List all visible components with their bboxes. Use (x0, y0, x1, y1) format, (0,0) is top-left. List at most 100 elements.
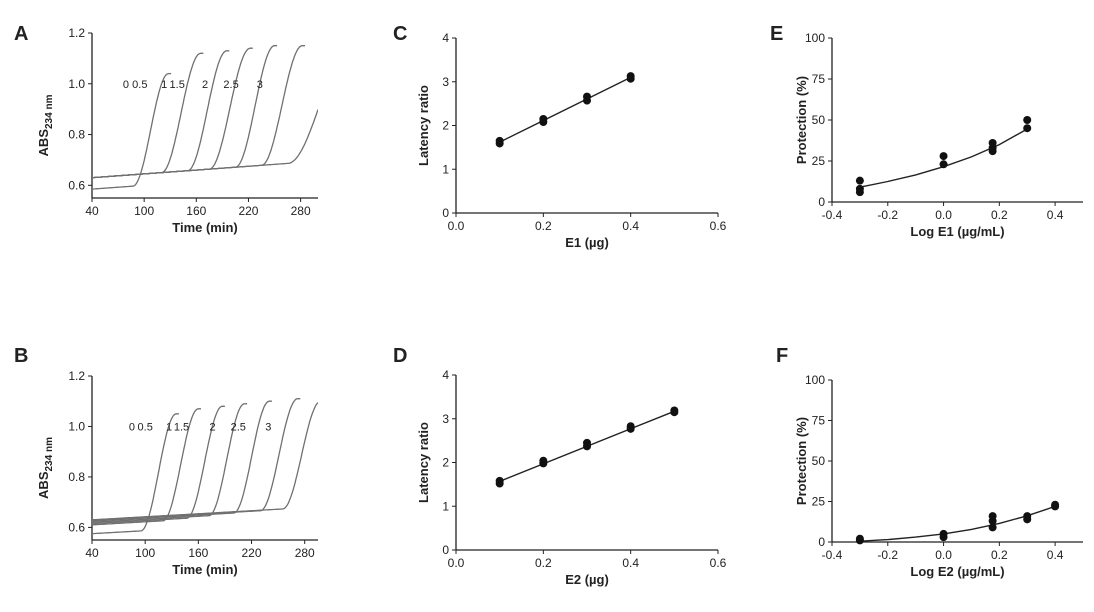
panel-letter-d: D (393, 345, 407, 367)
y-tick-label: 4 (442, 31, 449, 45)
data-point (539, 114, 548, 123)
series-line-2.5 (92, 45, 305, 179)
x-tick-label: 40 (85, 204, 99, 218)
y-axis-label-main: ABS (36, 129, 51, 157)
x-tick-label: 280 (295, 546, 315, 560)
x-tick-label: 0.6 (710, 556, 727, 570)
y-tick-label: 0.8 (68, 128, 85, 142)
panel-f: F -0.4 -0.2 0.0 0.2 0.4 0 25 50 75 100 Log E2 (µg/… (776, 345, 1083, 579)
curve-label: 1.5 (174, 421, 189, 433)
data-point (1023, 124, 1032, 133)
x-axis-label: Time (min) (172, 562, 238, 577)
x-axis-label: Log E1 (µg/mL) (910, 224, 1004, 239)
data-point (583, 92, 591, 101)
y-tick-label: 2 (442, 456, 449, 470)
x-tick-label: 0.4 (622, 219, 639, 233)
data-point (988, 138, 997, 147)
x-tick-label: -0.2 (877, 548, 898, 562)
series-line-2 (92, 45, 278, 179)
data-point (495, 476, 504, 485)
series-line-1 (92, 50, 230, 179)
y-tick-label: 0 (818, 195, 825, 209)
data-point (855, 176, 864, 185)
curve-label: 2.5 (223, 79, 238, 91)
series-line-3 (92, 109, 318, 179)
y-tick-label: 1.0 (68, 419, 85, 433)
curve-label: 1 (166, 421, 172, 433)
y-tick-label: 50 (812, 454, 826, 468)
data-point (583, 438, 591, 447)
data-point (670, 406, 679, 415)
curve-label: 3 (265, 421, 271, 433)
y-axis-label: Protection (%) (794, 417, 809, 505)
curve-label: 2 (209, 421, 215, 433)
series-group (92, 45, 318, 190)
series-line-0.5 (92, 408, 201, 526)
y-axis-label: Protection (%) (794, 76, 809, 164)
data-point (939, 160, 948, 169)
panel-e: E -0.4 -0.2 0.0 0.2 0.4 0 25 50 75 100 Log E1 (µg/… (770, 23, 1083, 239)
y-tick-label: 0 (442, 206, 449, 220)
x-tick-label: -0.4 (822, 208, 843, 222)
data-point (626, 422, 635, 431)
x-tick-label: 0.2 (991, 548, 1008, 562)
y-tick-label: 1 (442, 162, 449, 176)
x-axis-label: E1 (µg) (565, 235, 609, 250)
y-tick-label: 0 (818, 535, 825, 549)
x-tick-label: 40 (85, 546, 99, 560)
x-tick-label: 0.2 (535, 219, 552, 233)
y-tick-label: 3 (442, 412, 449, 426)
data-point (1023, 116, 1032, 124)
y-tick-label: 3 (442, 75, 449, 89)
y-axis-label: ABS234 nm (36, 94, 55, 156)
data-point (988, 523, 997, 532)
panel-letter-e: E (770, 23, 783, 45)
panel-c: C 0.0 0.2 0.4 0.6 0 1 2 3 4 E1 (µg) Latency ratio (393, 23, 727, 250)
x-tick-label: 0.0 (448, 556, 465, 570)
x-tick-label: 0.4 (622, 556, 639, 570)
y-tick-label: 0 (442, 543, 449, 557)
curve-label: 1 (161, 79, 167, 91)
panel-letter-f: F (776, 345, 788, 367)
series-line-2 (92, 400, 272, 522)
y-tick-label: 50 (812, 113, 826, 127)
curve-label: 0.5 (138, 421, 153, 433)
fit-line (499, 76, 632, 143)
y-tick-label: 4 (442, 368, 449, 382)
x-tick-label: 220 (238, 204, 258, 218)
y-tick-label: 1.2 (68, 369, 85, 383)
curve-label: 0 (129, 421, 135, 433)
x-tick-label: 100 (134, 204, 154, 218)
series-line-1 (92, 405, 225, 525)
y-tick-label: 0.6 (68, 520, 85, 534)
curve-label: 1.5 (170, 79, 185, 91)
series-line-3 (92, 402, 318, 521)
x-tick-label: 0.2 (535, 556, 552, 570)
y-tick-label: 2 (442, 119, 449, 133)
y-tick-label: 1.2 (68, 26, 85, 40)
curve-label: 2 (202, 79, 208, 91)
y-axis-label: Latency ratio (416, 85, 431, 166)
y-tick-label: 1.0 (68, 77, 85, 91)
panel-a: A 40 100 160 220 280 0.6 0.8 1.0 1.2 Time (min) 0 0… (14, 23, 318, 235)
x-tick-label: 0.4 (1047, 208, 1064, 222)
x-tick-label: 0.0 (448, 219, 465, 233)
x-tick-label: 160 (186, 204, 206, 218)
panel-letter-b: B (14, 345, 28, 367)
data-point (939, 152, 948, 161)
y-tick-label: 75 (812, 72, 826, 86)
x-tick-label: 220 (242, 546, 262, 560)
series-line-1.5 (92, 403, 248, 523)
y-tick-label: 1 (442, 499, 449, 513)
y-axis-label-subscript: 234 nm (44, 94, 55, 129)
panel-letter-c: C (393, 23, 407, 45)
x-tick-label: 0.2 (991, 208, 1008, 222)
data-point (495, 136, 504, 145)
y-axis-label: Latency ratio (416, 422, 431, 503)
data-point (988, 512, 997, 521)
y-tick-label: 0.8 (68, 470, 85, 484)
data-point (1023, 512, 1032, 521)
data-point (626, 72, 635, 81)
x-tick-label: 0.4 (1047, 548, 1064, 562)
data-point (539, 456, 548, 465)
